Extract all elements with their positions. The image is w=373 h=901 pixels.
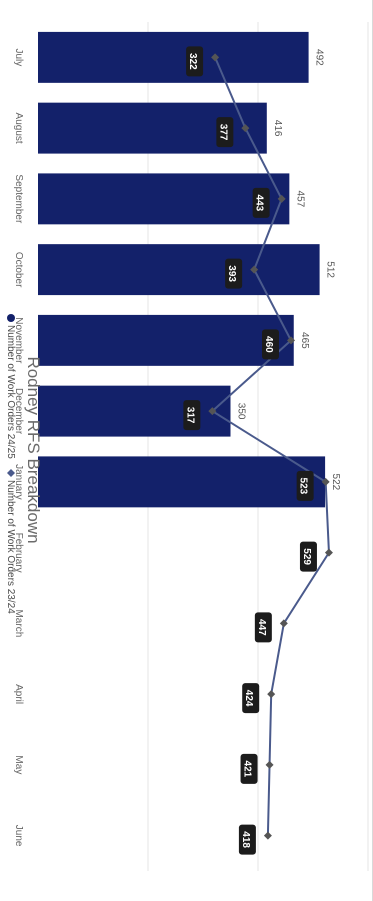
category-label-july: July — [13, 48, 24, 66]
bar-november — [38, 314, 294, 366]
category-label-january: January — [13, 464, 24, 500]
line-value-label: 377 — [217, 124, 228, 141]
category-label-november: November — [13, 317, 24, 364]
line-value-box — [225, 258, 243, 289]
legend-swatch-line — [7, 469, 15, 477]
line-value-label: 421 — [242, 761, 253, 778]
line-value-box — [183, 400, 201, 431]
category-label-september: September — [13, 174, 24, 224]
line-value-box — [238, 824, 256, 855]
line-value-label: 418 — [240, 831, 251, 848]
line-value-label: 393 — [226, 265, 237, 282]
line-point — [208, 407, 217, 416]
bar-value-label: 492 — [314, 49, 325, 66]
category-label-october: October — [13, 252, 24, 288]
gridlines — [147, 22, 369, 871]
line-value-label: 317 — [184, 407, 195, 424]
bar-july — [37, 31, 309, 83]
category-label-february: February — [13, 533, 24, 573]
bar-value-label: 465 — [299, 332, 310, 349]
legend: Number of Work Orders 24/25 Number of Wor… — [5, 314, 16, 614]
bar-december — [38, 385, 231, 437]
category-label-april: April — [13, 684, 24, 704]
legend-swatch-bar — [7, 314, 15, 322]
line-value-box — [252, 187, 270, 218]
legend-label-bar: Number of Work Orders 24/25 — [5, 325, 16, 459]
bar-value-label: 512 — [325, 261, 336, 278]
line-point — [211, 53, 220, 62]
line-path — [210, 56, 330, 836]
chart-title: Rodney RFS Breakdown — [24, 356, 43, 543]
line-point — [263, 831, 272, 840]
line-value-box — [262, 329, 279, 360]
data-labels: 492 416 457 512 465 350 522 322 377 443 393 460 317 5… — [183, 46, 341, 855]
bar-series — [37, 31, 326, 508]
line-value-box — [299, 541, 317, 572]
bar-value-label: 457 — [294, 191, 305, 208]
category-label-march: March — [13, 609, 24, 637]
bar-value-label: 350 — [236, 403, 247, 420]
line-value-box — [296, 470, 314, 501]
line-value-box — [186, 46, 204, 77]
category-label-august: August — [13, 113, 24, 144]
line-point — [265, 760, 274, 769]
line-value-label: 460 — [263, 336, 274, 353]
line-value-box — [242, 683, 260, 714]
bar-september — [37, 173, 290, 225]
bar-october — [37, 244, 320, 296]
bar-january — [37, 456, 326, 508]
bar-august — [38, 102, 267, 154]
category-label-june: June — [13, 825, 24, 847]
line-value-label: 523 — [298, 478, 309, 495]
category-axis: July August September October November Decemb… — [13, 48, 24, 846]
bar-value-label: 416 — [272, 120, 283, 137]
category-label-december: December — [13, 388, 24, 435]
category-label-may: May — [13, 755, 24, 774]
line-value-box — [216, 117, 234, 148]
bar-value-label: 522 — [330, 474, 341, 491]
legend-label-line: Number of Work Orders 23/24 — [5, 480, 16, 614]
line-point — [287, 336, 295, 345]
line-point — [267, 690, 276, 699]
line-value-label: 424 — [243, 690, 254, 707]
line-value-label: 443 — [254, 195, 265, 212]
line-value-box — [254, 612, 272, 643]
line-value-label: 322 — [187, 53, 198, 70]
line-value-label: 529 — [301, 548, 312, 565]
line-series — [208, 53, 333, 840]
line-value-label: 447 — [256, 619, 267, 636]
line-value-box — [240, 753, 258, 784]
